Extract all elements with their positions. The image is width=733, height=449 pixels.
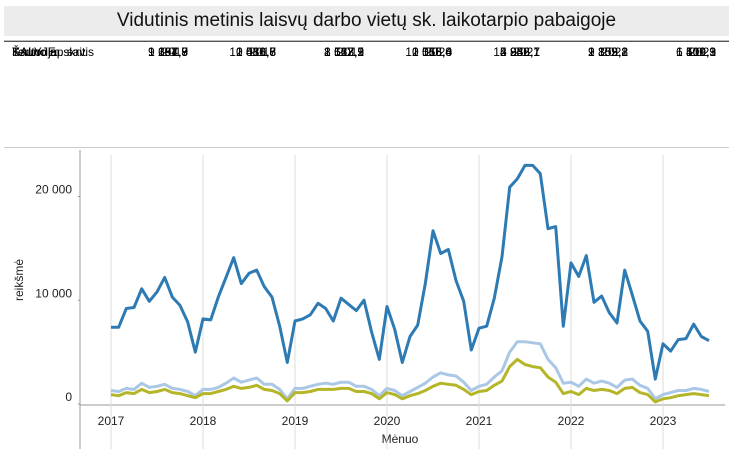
row-label: Kauno m. sav. [12, 45, 88, 59]
cell-value: 6 400,3 [675, 45, 716, 59]
series-line [111, 163, 710, 381]
cell-value: 4 236,7 [499, 45, 540, 59]
cell-value: 10 015,4 [405, 45, 452, 59]
cell-value: 1 519,9 [675, 45, 716, 59]
x-tick-label: 2018 [190, 414, 217, 428]
series-line [110, 357, 710, 404]
cell-value: 1 612,1 [323, 45, 364, 59]
cell-value: 1 101,1 [675, 45, 716, 59]
series-line [110, 340, 710, 401]
cell-value: 9 859,2 [587, 45, 628, 59]
cell-value: 2019 [337, 45, 364, 59]
cell-value: 2017 [161, 45, 188, 59]
y-tick-label: 20 000 [35, 183, 72, 197]
cell-value: 2 846,1 [499, 45, 540, 59]
cell-value: 2 163,2 [323, 45, 364, 59]
cell-value: 10 430,6 [229, 45, 276, 59]
cell-value: 15 952,1 [493, 45, 540, 59]
cell-value: 1 556,4 [411, 45, 452, 59]
chart-border [4, 147, 729, 148]
cell-value: 1 516,7 [235, 45, 276, 59]
table-row: Teritorija 2017 2018 2019 2020 2021 2022 2023 [4, 40, 729, 59]
row-label: Kauno apskritis [12, 45, 95, 59]
cell-value: 2021 [513, 45, 540, 59]
x-tick-label: 2020 [374, 414, 401, 428]
y-tick-label: 10 000 [35, 286, 72, 300]
row-label: ŠALYJE [12, 45, 56, 59]
x-axis-label: Mėnuo [382, 432, 419, 446]
title-bar: Vidutinis metinis laisvų darbo vietų sk.… [4, 6, 729, 36]
cell-value: 1 691,9 [147, 45, 188, 59]
x-tick-label: 2021 [466, 414, 493, 428]
x-tick-label: 2017 [98, 414, 125, 428]
cell-value: 2 103,8 [587, 45, 628, 59]
cell-value: 8 527,5 [323, 45, 364, 59]
row-label: Teritorija [12, 45, 58, 59]
cell-value: 1 352,1 [587, 45, 628, 59]
x-tick-label: 2023 [650, 414, 677, 428]
cell-value: 2020 [425, 45, 452, 59]
cell-value: 2018 [249, 45, 276, 59]
table-row: Kauno m. sav. 1 187,9 1 516,7 1 612,1 1 556,… [4, 41, 729, 59]
cell-value: 9 264,8 [147, 45, 188, 59]
table: Teritorija 2017 2018 2019 2020 2021 2022 2023 ŠA… [4, 40, 729, 133]
cell-value: 1 187,9 [147, 45, 188, 59]
cell-value: 2 081,8 [235, 45, 276, 59]
x-tick-label: 2019 [282, 414, 309, 428]
cell-value: 2023 [689, 45, 716, 59]
cell-value: 2022 [601, 45, 628, 59]
y-tick-label: 0 [65, 390, 72, 404]
cell-value: 2 163,8 [411, 45, 452, 59]
y-axis-label: reikšmė [12, 259, 26, 301]
x-tick-label: 2022 [558, 414, 585, 428]
